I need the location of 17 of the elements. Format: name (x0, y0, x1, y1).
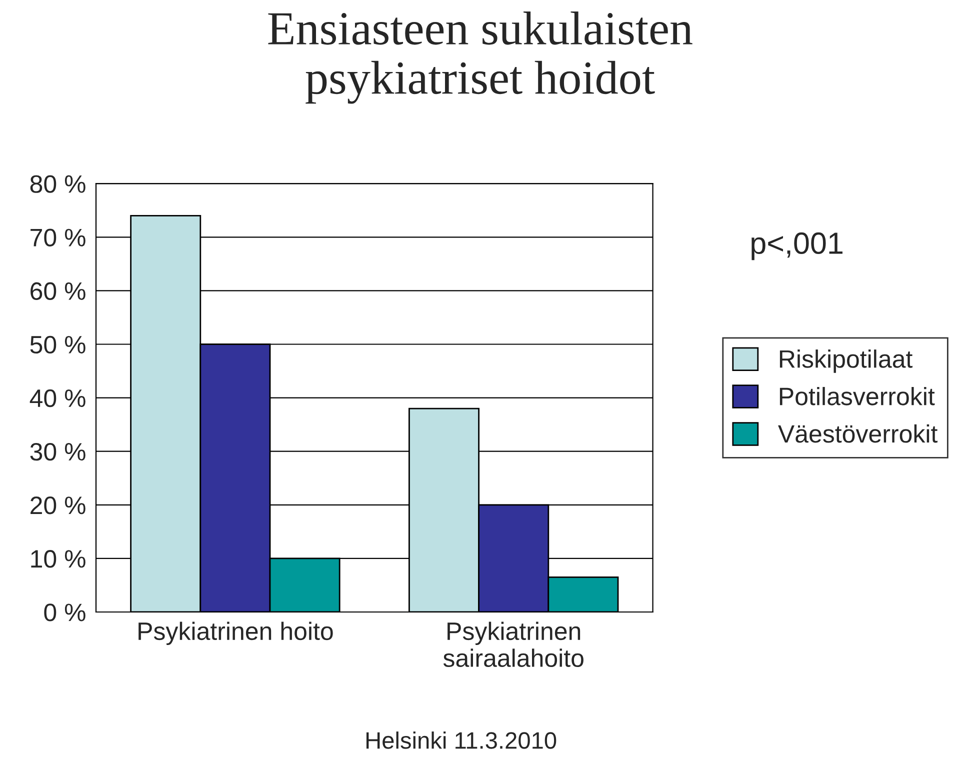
text: p<,001 (752, 232, 842, 260)
legend-label: Riskipotilaat (780, 350, 912, 373)
y-tick-label: 60 % (30, 282, 86, 300)
y-tick-label: 40 % (30, 389, 86, 408)
y-tick-label: 50 % (30, 336, 86, 354)
x-tick-label: Psykiatrinen hoito (138, 622, 333, 646)
legend-label: Potilasverrokit (780, 386, 935, 406)
text: Helsinki 11.3.2010 (366, 732, 556, 749)
chart-title: Ensiasteen sukulaisten psykiatriset hoidot (268, 11, 692, 104)
y-tick-label: 30 % (30, 442, 86, 461)
y-tick-label: 20 % (30, 496, 86, 514)
y-tick-label: 80 % (30, 175, 86, 193)
x-tick-label: Psykiatrinen sairaalahoito (443, 622, 584, 668)
legend-label: Väestöverrokit (778, 424, 938, 443)
y-tick-label: 0 % (44, 604, 86, 622)
y-tick-label: 70 % (30, 228, 86, 246)
y-tick-label: 10 % (31, 550, 86, 568)
